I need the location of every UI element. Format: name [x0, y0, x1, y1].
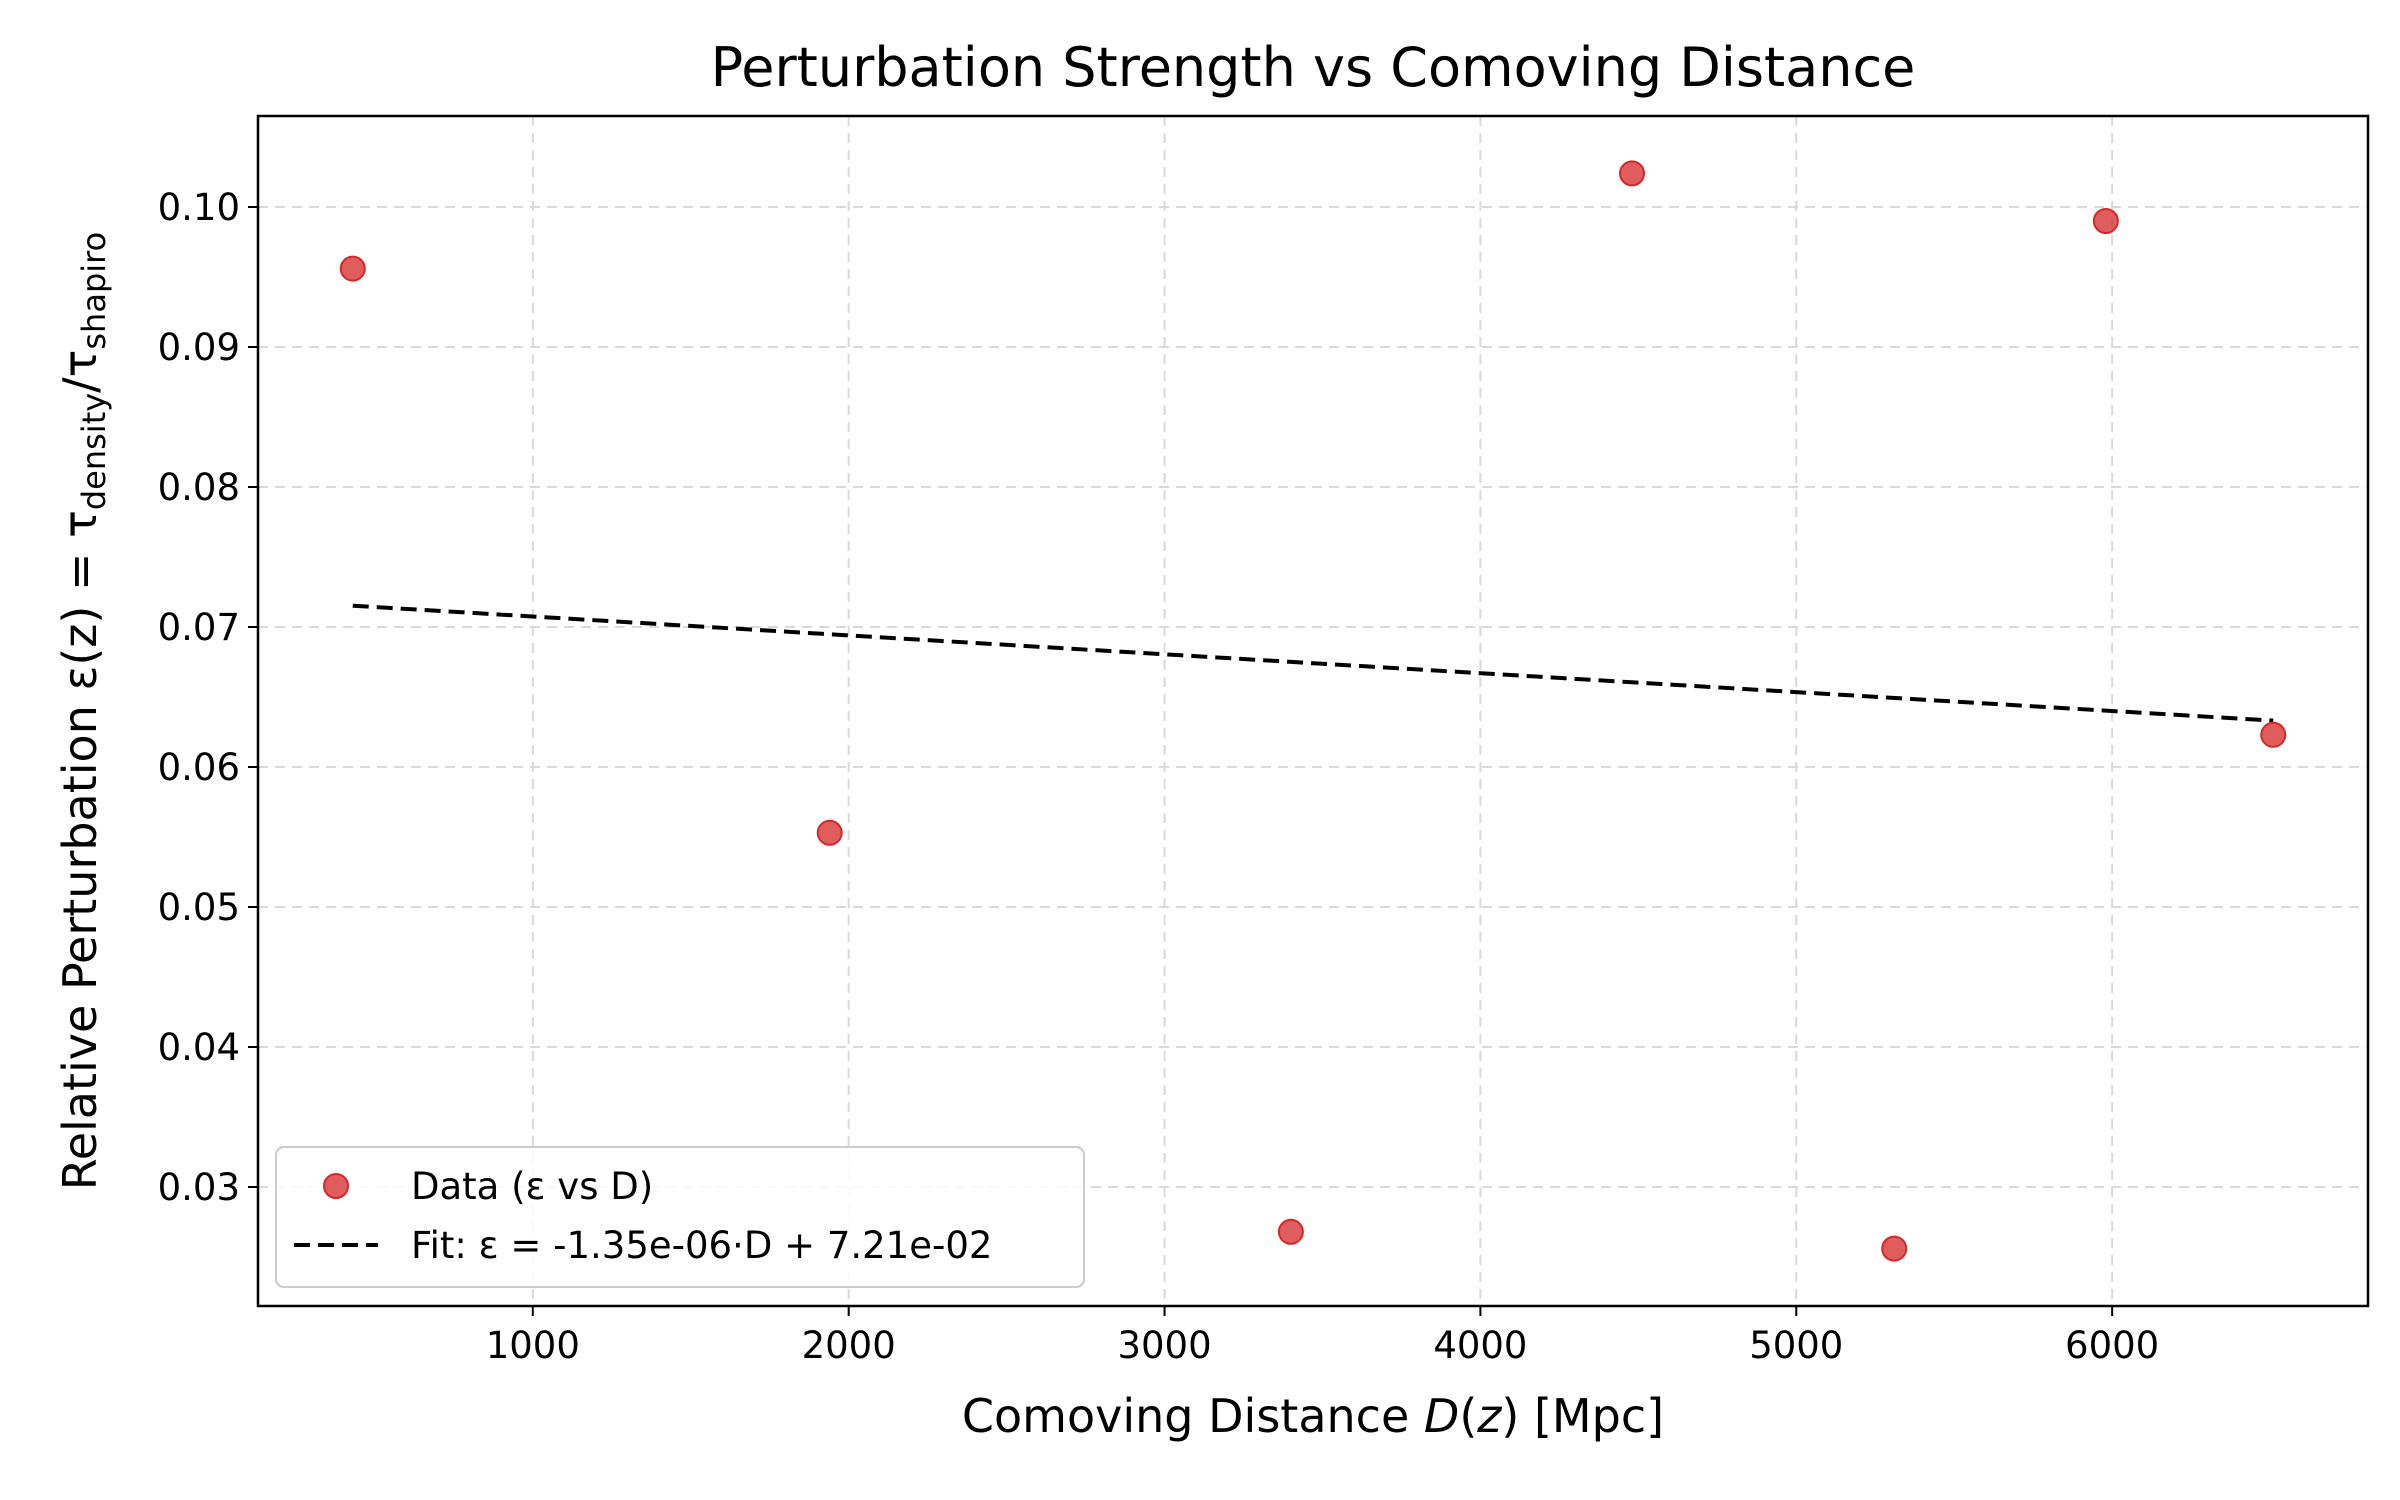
y-tick-label: 0.04 — [158, 1026, 240, 1069]
plot-area — [339, 160, 2287, 1262]
y-tick-label: 0.06 — [158, 746, 240, 789]
x-tick-label: 4000 — [1433, 1324, 1527, 1367]
x-axis: 1000 2000 3000 4000 5000 6000 — [486, 1306, 2159, 1367]
x-axis-label-var: D — [1424, 1389, 1459, 1443]
y-axis-label-mid: /τ — [53, 350, 107, 393]
y-axis-label-sub2: shapiro — [75, 232, 113, 350]
data-point — [2260, 721, 2287, 748]
fit-line — [352, 603, 2274, 723]
y-tick-label: 0.03 — [158, 1166, 240, 1209]
x-axis-label-prefix: Comoving Distance — [962, 1389, 1424, 1443]
x-tick-label: 1000 — [486, 1324, 580, 1367]
x-axis-label-suffix: ) [Mpc] — [1501, 1389, 1664, 1443]
y-axis-label-text: Relative Perturbation ε(z) = τ — [53, 510, 107, 1190]
legend: Data (ε vs D) Fit: ε = -1.35e-06·D + 7.2… — [275, 1146, 1085, 1288]
y-axis: 0.03 0.04 0.05 0.06 0.07 0.08 0.09 0.10 — [158, 186, 258, 1209]
legend-label-fit: Fit: ε = -1.35e-06·D + 7.21e-02 — [411, 1224, 992, 1267]
x-axis-label-var2: z — [1476, 1389, 1502, 1443]
x-tick-label: 2000 — [802, 1324, 896, 1367]
x-tick-label: 6000 — [2065, 1324, 2159, 1367]
data-point — [816, 819, 843, 846]
plot-frame — [256, 114, 2370, 1308]
x-tick-label: 5000 — [1749, 1324, 1843, 1367]
legend-marker-data — [323, 1173, 349, 1199]
y-tick-label: 0.09 — [158, 326, 240, 369]
x-tick-label: 3000 — [1117, 1324, 1211, 1367]
data-point — [339, 255, 366, 282]
y-tick-label: 0.07 — [158, 606, 240, 649]
y-tick-label: 0.10 — [158, 186, 240, 229]
data-point — [1881, 1235, 1908, 1262]
legend-box — [275, 1146, 1085, 1288]
y-axis-label-sub1: density — [75, 393, 113, 510]
chart-title: Perturbation Strength vs Comoving Distan… — [711, 36, 1916, 99]
x-axis-label-mid: ( — [1459, 1389, 1477, 1443]
y-tick-label: 0.08 — [158, 466, 240, 509]
data-point — [1277, 1218, 1304, 1245]
y-axis-label: Relative Perturbation ε(z) = τdensity/τs… — [53, 232, 113, 1190]
data-point — [1619, 160, 1646, 187]
grid-lines — [258, 116, 2368, 1306]
data-point — [2092, 208, 2119, 234]
legend-label-data: Data (ε vs D) — [411, 1165, 653, 1208]
x-axis-label: Comoving Distance D(z) [Mpc] — [962, 1389, 1664, 1443]
y-tick-label: 0.05 — [158, 886, 240, 929]
